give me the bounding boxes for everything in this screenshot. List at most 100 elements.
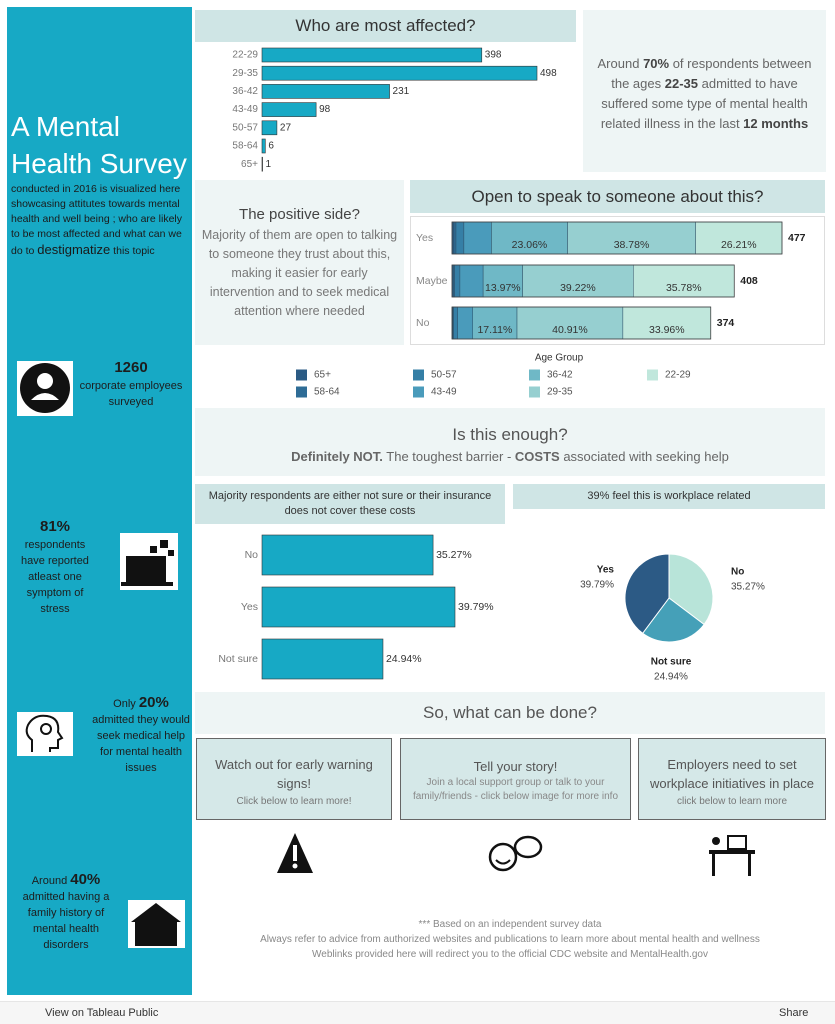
stat-prefix: Around	[31, 875, 71, 887]
data-label: 39.79%	[458, 601, 494, 613]
bar-segment	[463, 221, 492, 255]
chart-title: Who are most affected?	[195, 10, 576, 42]
intro-emphasis: destigmatize	[37, 242, 111, 257]
laptop-icon	[150, 546, 157, 553]
bar	[261, 586, 456, 628]
chart-frame	[410, 216, 825, 345]
legend-swatch	[647, 369, 658, 381]
stat-text: admitted having a family history of ment…	[22, 891, 110, 951]
legend-swatch	[413, 386, 424, 398]
data-label: 35.27%	[436, 549, 472, 561]
warning-icon	[292, 863, 298, 869]
data-label: 35.78%	[666, 282, 702, 294]
card[interactable]: Watch out for early warning signs! Click …	[196, 738, 392, 820]
bar-segment	[622, 306, 711, 340]
stat-value: 81%	[39, 518, 71, 535]
total-label: 477	[788, 232, 806, 244]
data-label: 13.97%	[485, 282, 521, 294]
pie-slice	[641, 597, 705, 643]
data-label: 1	[266, 159, 272, 170]
card[interactable]: Tell your story! Join a local support gro…	[400, 738, 631, 820]
laptop-icon	[160, 540, 168, 548]
stat-prefix: Only	[113, 698, 139, 710]
desk-icon	[712, 837, 720, 845]
section-title: So, what can be done?	[195, 692, 825, 734]
stat: Only 20% admitted they would seek medical…	[92, 695, 190, 776]
y-tick-label: 36-42	[232, 86, 258, 97]
chat-icon[interactable]	[488, 842, 518, 872]
toolbar: View on Tableau Public Share	[0, 1001, 835, 1024]
bar-segment	[491, 221, 568, 255]
footer: *** Based on an independent survey data A…	[195, 917, 825, 962]
legend-swatch	[529, 369, 540, 381]
enough-panel: Is this enough? Definitely NOT. The tough…	[195, 408, 825, 476]
bar	[261, 534, 434, 576]
laptop-icon	[126, 556, 166, 582]
pie-slice	[668, 553, 714, 626]
intro: A Mental Health Survey conducted in 2016…	[11, 108, 191, 259]
legend-label: 36-42	[547, 370, 573, 381]
insight-text: Around	[597, 56, 644, 71]
stat-text: respondents have reported atleast one sy…	[21, 539, 89, 615]
chart-title: Open to speak to someone about this?	[410, 180, 825, 213]
data-label: 17.11%	[477, 324, 512, 336]
view-link[interactable]: View on Tableau Public	[45, 1007, 159, 1019]
data-label: 398	[485, 50, 502, 61]
data-label: 231	[393, 86, 410, 97]
intro-text: conducted in 2016 is visualized here sho…	[11, 183, 183, 257]
y-tick-label: 58-64	[232, 141, 258, 152]
data-label: 6	[268, 141, 274, 152]
bar-segment	[522, 264, 634, 298]
stat: 1260 corporate employees surveyed	[72, 358, 190, 410]
legend-swatch	[296, 369, 307, 381]
pie-slice	[624, 553, 670, 634]
stat: Around 40% admitted having a family histo…	[14, 872, 118, 953]
card[interactable]: Employers need to set workplace initiati…	[638, 738, 826, 820]
data-label: 38.78%	[614, 239, 650, 251]
y-tick-label: 65+	[241, 159, 258, 170]
bar	[261, 120, 278, 136]
legend-title: Age Group	[535, 353, 584, 364]
bar	[261, 47, 483, 63]
bar-segment	[482, 264, 523, 298]
data-label: 39.22%	[560, 282, 596, 294]
legend-swatch	[296, 386, 307, 398]
bar	[261, 138, 266, 154]
chart-title: Majority respondents are either not sure…	[195, 484, 505, 524]
y-tick-label: 22-29	[232, 50, 258, 61]
legend-label: 58-64	[314, 387, 340, 398]
positive-panel: The positive side? Majority of them are o…	[195, 180, 404, 345]
card-title: Watch out for early warning signs!	[215, 757, 373, 791]
legend-swatch	[529, 386, 540, 398]
card-title: Employers need to set workplace initiati…	[649, 757, 815, 791]
bar	[261, 102, 317, 117]
y-tick-label: No	[416, 317, 430, 329]
card-text: Join a local support group or talk to yo…	[412, 777, 619, 802]
bar-segment	[516, 306, 624, 340]
insight-emphasis: 22-35	[664, 76, 698, 91]
card-text: Click below to learn more!	[236, 796, 352, 807]
slice-value: 24.94%	[654, 672, 688, 683]
stat-value: 1260	[114, 359, 148, 376]
warning-icon	[293, 845, 297, 861]
slice-value: 35.27%	[731, 582, 765, 593]
total-label: 408	[740, 275, 758, 287]
card-text: click below to learn more	[676, 796, 788, 807]
y-tick-label: Yes	[241, 601, 258, 613]
bar-segment	[459, 264, 484, 298]
y-tick-label: Maybe	[416, 275, 448, 287]
legend-swatch	[413, 369, 424, 381]
house-icon	[131, 903, 181, 946]
share-button[interactable]: Share	[779, 1007, 809, 1019]
panel-text: associated with seeking help	[559, 449, 729, 464]
y-tick-label: Yes	[416, 232, 433, 244]
desk-icon	[748, 854, 751, 876]
slice-label: No	[731, 567, 744, 578]
desk-icon[interactable]	[709, 850, 755, 854]
panel-emphasis: Definitely NOT.	[291, 449, 383, 464]
data-label: 498	[540, 68, 557, 79]
bar	[261, 65, 538, 81]
panel-emphasis: COSTS	[514, 449, 560, 464]
